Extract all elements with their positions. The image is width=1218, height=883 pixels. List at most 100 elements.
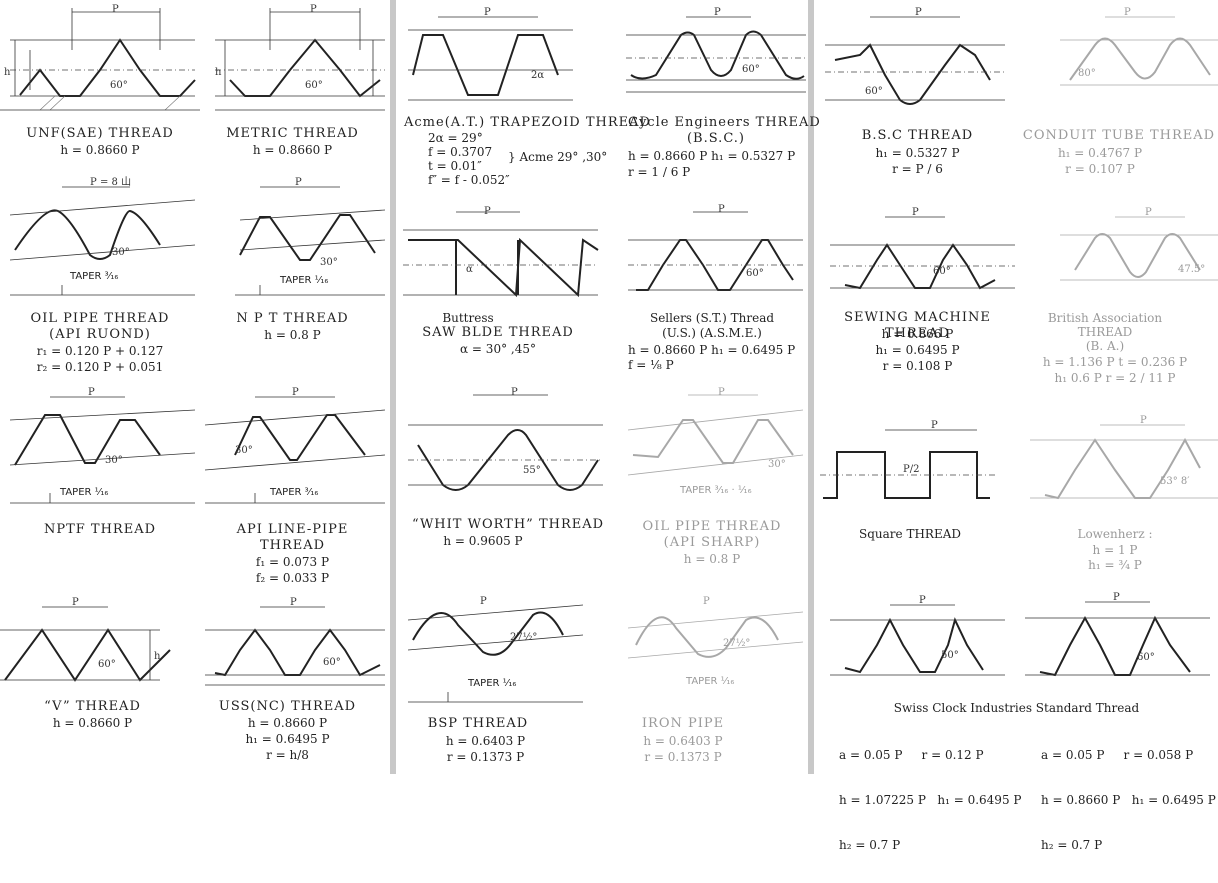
apiline-subtitle: THREAD xyxy=(259,538,326,553)
diagram-sellers: P 60° Sellers (S.T.) Thread (U.S.) (A.S.… xyxy=(618,200,806,375)
ba-formula-2: h₁ 0.6 P r = 2 / 11 P xyxy=(1054,371,1176,385)
acme-note: } Acme 29° ,30° xyxy=(508,150,608,164)
bsp-pitch-label: P xyxy=(480,596,487,607)
bsp-drawing xyxy=(407,604,584,703)
diagram-buttress: P α Buttress SAW BLDE THREAD α = 30° ,45… xyxy=(398,200,618,370)
oilpipe-title: OIL PIPE THREAD xyxy=(30,311,170,326)
v-drawing xyxy=(0,606,171,682)
ba-angle-label: 47.5° xyxy=(1178,264,1205,275)
buttress-angle-label: α xyxy=(466,264,473,275)
npt-labels: P 30° xyxy=(295,177,338,268)
ussnc-formula-3: r = h/8 xyxy=(266,748,309,762)
bsp-formula-1: h = 0.6403 P xyxy=(445,734,526,748)
apiline-formula-2: f₂ = 0.033 P xyxy=(255,571,330,585)
ironpipe-drawing xyxy=(627,611,804,659)
metric-title: METRIC THREAD xyxy=(226,126,359,141)
cycle-title: Cycle Engineers THREAD xyxy=(628,115,821,130)
lowenherz-formula-1: h = 1 P xyxy=(1092,543,1138,557)
ussnc-drawing xyxy=(205,606,385,686)
bsc-labels: P 60° xyxy=(865,7,922,97)
lowenherz-drawing xyxy=(1030,424,1218,500)
bsc-drawing xyxy=(825,16,1005,105)
sellers-formula-2: f = ⅛ P xyxy=(628,358,674,372)
cycle-subtitle: (B.S.C.) xyxy=(686,131,746,146)
buttress-drawing xyxy=(403,211,599,298)
diagram-apiline: P 30° TAPER ³⁄₁₆ API LINE-PIPE THREAD f₁… xyxy=(195,385,390,590)
bsp-angle-label: 27½° xyxy=(510,632,537,643)
ussnc-angle-label: 60° xyxy=(323,657,341,668)
acme-pitch-label: P xyxy=(484,7,491,18)
nptf-pitch-label: P xyxy=(88,387,95,398)
swiss-formula-4: a = 0.05 P r = 0.058 P xyxy=(1041,748,1194,762)
ussnc-pitch-label: P xyxy=(290,597,297,608)
ba-subtitle: THREAD xyxy=(1077,325,1133,339)
swiss-formula-5: h = 0.8660 P h₁ = 0.6495 P xyxy=(1041,793,1216,807)
acme-formula-3: t = 0.01″ xyxy=(428,159,482,173)
diagram-nptf: P 30° TAPER ¹⁄₁₆ NPTF THREAD xyxy=(0,385,200,545)
nptf-labels: P 30° xyxy=(88,387,123,466)
whitworth-title: “WHIT WORTH” THREAD xyxy=(411,517,605,532)
swiss-angle-label: 50° xyxy=(941,650,959,661)
oilpipe-formula-1: r₁ = 0.120 P + 0.127 xyxy=(36,344,164,358)
bsc-formula-1: h₁ = 0.5327 P xyxy=(875,146,960,160)
column-divider-1 xyxy=(390,0,396,774)
acme-formula-2: f = 0.3707 xyxy=(428,145,493,159)
sewing-formula-1: h = 0.866 P xyxy=(881,327,954,341)
sewing-drawing xyxy=(830,216,1015,290)
nptf-title: NPTF THREAD xyxy=(43,522,157,537)
apisharp-taper: TAPER ³⁄₁₆ · ¹⁄₁₆ xyxy=(680,485,752,496)
npt-drawing xyxy=(235,186,386,296)
v-formula-1: h = 0.8660 P xyxy=(52,716,133,730)
apiline-pitch-label: P xyxy=(292,387,299,398)
cycle-formula-2: r = 1 / 6 P xyxy=(628,165,691,179)
diagram-oilpipe: P = 8 山 30° TAPER ³⁄₁₆ OIL PIPE THREAD (… xyxy=(0,175,200,375)
apisharp-drawing xyxy=(627,394,804,476)
v-title: “V” THREAD xyxy=(44,699,141,714)
swiss-pitch-label-2: P xyxy=(1113,592,1120,603)
apisharp-title: OIL PIPE THREAD xyxy=(642,519,782,534)
cycle-drawing xyxy=(626,16,806,93)
ussnc-formula-1: h = 0.8660 P xyxy=(247,716,328,730)
conduit-formula-2: r = 0.107 P xyxy=(1065,162,1135,176)
ironpipe-formula-2: r = 0.1373 P xyxy=(644,750,722,764)
metric-labels: P 60° h xyxy=(215,4,323,91)
diagram-unf: P 60° h UNF(SAE) THREAD h = 0.8660 P xyxy=(0,0,200,165)
diagram-v: P 60° h “V” THREAD h = 0.8660 P xyxy=(0,595,185,735)
sewing-formula-3: r = 0.108 P xyxy=(882,359,953,373)
v-h-label: h xyxy=(154,651,161,662)
diagram-whitworth: P 55° “WHIT WORTH” THREAD h = 0.9605 P xyxy=(398,385,618,555)
acme-angle-label: 2α xyxy=(531,70,544,81)
lowenherz-formula-2: h₁ = ¾ P xyxy=(1088,558,1142,572)
diagram-apisharp: P 30° TAPER ³⁄₁₆ · ¹⁄₁₆ OIL PIPE THREAD … xyxy=(618,385,806,570)
ussnc-labels: P 60° xyxy=(290,597,341,668)
oilpipe-per-label: = 8 山 xyxy=(100,176,131,188)
swiss-formulas-left: a = 0.05 P r = 0.12 P h = 1.07225 P h₁ =… xyxy=(839,718,1021,883)
cycle-labels: P 60° xyxy=(714,7,760,75)
sewing-formula-2: h₁ = 0.6495 P xyxy=(875,343,960,357)
apiline-labels: P 30° xyxy=(235,387,299,456)
apisharp-subtitle: (API SHARP) xyxy=(663,535,761,550)
ironpipe-labels: P 27½° xyxy=(703,596,750,649)
buttress-subtitle: SAW BLDE THREAD xyxy=(422,325,574,340)
column-divider-2 xyxy=(808,0,814,774)
nptf-angle-label: 30° xyxy=(105,455,123,466)
ironpipe-angle-label: 27½° xyxy=(723,638,750,649)
bsc-pitch-label: P xyxy=(915,7,922,18)
diagram-sewing: P 60° SEWING MACHINE THREAD h = 0.866 P … xyxy=(815,200,1020,375)
oilpipe-formula-2: r₂ = 0.120 P + 0.051 xyxy=(36,360,164,374)
apisharp-formula-1: h = 0.8 P xyxy=(683,552,741,566)
apisharp-pitch-label: P xyxy=(718,387,725,398)
conduit-angle-label: 80° xyxy=(1078,68,1096,79)
swiss-title: Swiss Clock Industries Standard Thread xyxy=(893,701,1140,715)
diagram-ba: P 47.5° British Association THREAD (B. A… xyxy=(1020,200,1218,390)
buttress-title: Buttress xyxy=(442,311,494,325)
oilpipe-pitch-label: P xyxy=(90,177,97,188)
conduit-formula-1: h₁ = 0.4767 P xyxy=(1057,146,1143,160)
sewing-labels: P 60° xyxy=(912,207,951,277)
buttress-formula-1: α = 30° ,45° xyxy=(460,342,536,356)
unf-drawing xyxy=(0,8,200,111)
diagram-bsc: P 60° B.S.C THREAD h₁ = 0.5327 P r = P /… xyxy=(815,0,1020,180)
metric-drawing xyxy=(215,8,385,111)
conduit-labels: P 80° xyxy=(1078,7,1131,79)
ironpipe-taper: TAPER ¹⁄₁₆ xyxy=(686,676,735,687)
